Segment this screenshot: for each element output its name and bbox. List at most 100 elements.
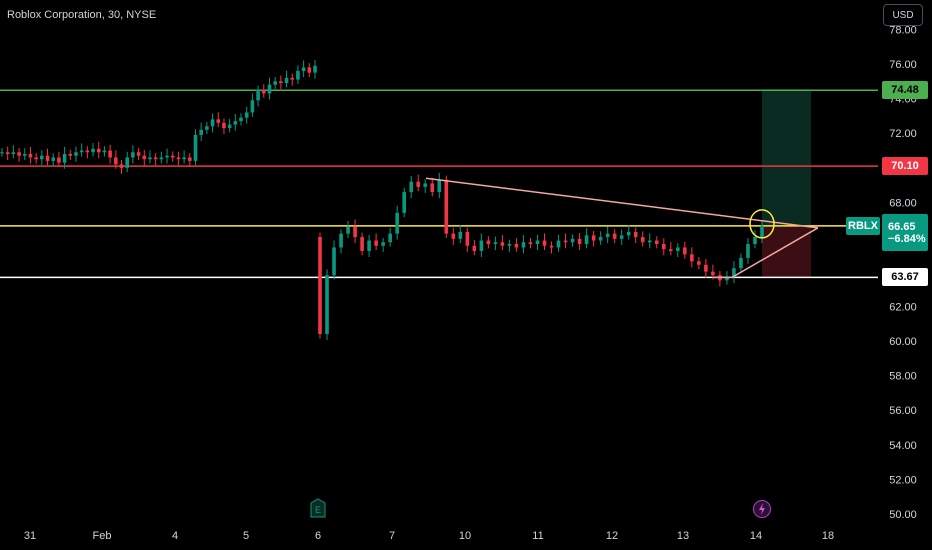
candle-body	[346, 226, 350, 234]
candle-body	[437, 179, 442, 193]
candle-body	[577, 238, 582, 244]
time-axis[interactable]: 31 Feb 4 5 6 7 10 11 12 13 14 18	[24, 530, 834, 542]
candle-body	[284, 77, 289, 84]
candle-body	[5, 152, 10, 154]
candle-body	[647, 240, 652, 243]
candle-body	[528, 242, 533, 244]
candle-body	[654, 240, 659, 244]
candle-body	[279, 81, 283, 84]
candle-body	[339, 233, 343, 248]
candle-body	[96, 148, 101, 153]
candle-body	[409, 181, 414, 193]
candle-body	[360, 237, 364, 251]
candle-body	[626, 231, 631, 236]
candle-body	[633, 231, 638, 238]
candle-body	[176, 157, 181, 160]
candle-body	[374, 240, 378, 246]
price-tick-label: 54.00	[889, 440, 917, 452]
lightning-icon[interactable]	[752, 499, 772, 519]
candle-body	[514, 244, 519, 248]
candle-body	[472, 245, 477, 251]
candle-body	[119, 164, 124, 168]
candle-body	[451, 233, 456, 239]
candle-body	[353, 226, 357, 238]
highlight-circle[interactable]	[749, 209, 775, 239]
price-tick-label: 58.00	[889, 371, 917, 383]
candle-body	[690, 254, 694, 262]
candle-body	[486, 240, 491, 244]
level-badge: 74.48	[882, 81, 928, 100]
candle-body	[388, 233, 392, 243]
upper-trendline[interactable]	[425, 177, 819, 229]
candle-body	[22, 154, 27, 156]
candle-body	[91, 148, 95, 153]
candle-body	[136, 152, 141, 156]
candle-body	[102, 150, 107, 153]
candle-body	[205, 126, 209, 130]
candle-body	[125, 157, 129, 168]
candle-body	[521, 242, 526, 248]
lower-trendline[interactable]	[731, 227, 819, 279]
candle-body	[301, 67, 306, 71]
candle-body	[676, 247, 680, 251]
triangle-pattern[interactable]	[425, 177, 819, 279]
candle-body	[423, 183, 428, 187]
candle-body	[290, 77, 295, 80]
time-tick-label: 6	[315, 530, 321, 542]
long-position-tool[interactable]	[762, 90, 811, 278]
candle-body	[51, 157, 56, 161]
candle-body	[40, 155, 44, 160]
candle-body	[725, 276, 729, 281]
candle-body	[367, 240, 371, 251]
candle-body	[182, 157, 186, 160]
candle-body	[535, 240, 540, 244]
candle-body	[395, 212, 399, 234]
time-tick-label: 10	[459, 530, 471, 542]
candle-body	[683, 247, 687, 255]
candle-body	[57, 157, 61, 163]
candle-body	[402, 192, 406, 213]
candle-body	[381, 242, 385, 246]
candle-body	[244, 112, 249, 118]
time-tick-label: 18	[822, 530, 834, 542]
time-tick-label: 5	[243, 530, 249, 542]
price-tick-label: 60.00	[889, 336, 917, 348]
candle-body	[210, 119, 215, 127]
candle-body	[261, 89, 266, 94]
price-tick-label: 68.00	[889, 197, 917, 209]
candle-body	[605, 233, 610, 238]
time-tick-label: 7	[389, 530, 395, 542]
candle-body	[661, 244, 666, 250]
candle-body	[153, 157, 158, 160]
candle-body	[17, 152, 21, 156]
symbol-badge: RBLX	[846, 217, 880, 235]
currency-button[interactable]: USD	[883, 4, 923, 26]
candle-body	[458, 231, 463, 239]
svg-text:E: E	[315, 505, 321, 515]
candle-body	[233, 121, 238, 125]
candle-body	[479, 240, 484, 251]
price-tick-label: 50.00	[889, 509, 917, 521]
position-profit-zone[interactable]	[762, 90, 811, 226]
last-price-value: 66.65	[888, 220, 916, 233]
earnings-icon[interactable]: E	[310, 498, 326, 518]
candle-body	[732, 268, 736, 277]
candle-body	[227, 124, 232, 129]
candle-body	[704, 264, 708, 272]
candle-body	[170, 155, 175, 158]
candle-body	[739, 257, 743, 269]
candle-body	[193, 134, 198, 161]
candle-body	[612, 233, 617, 239]
candle-body	[318, 237, 322, 334]
price-tick-label: 72.00	[889, 128, 917, 140]
time-tick-label: 14	[750, 530, 762, 542]
candle-body	[45, 155, 50, 161]
candle-body	[711, 271, 715, 276]
position-stop-zone[interactable]	[762, 225, 811, 278]
price-tick-label: 52.00	[889, 474, 917, 486]
time-tick-label: 12	[606, 530, 618, 542]
candle-body	[598, 237, 603, 241]
time-tick-label: Feb	[93, 530, 112, 542]
price-tick-label: 76.00	[889, 59, 917, 71]
